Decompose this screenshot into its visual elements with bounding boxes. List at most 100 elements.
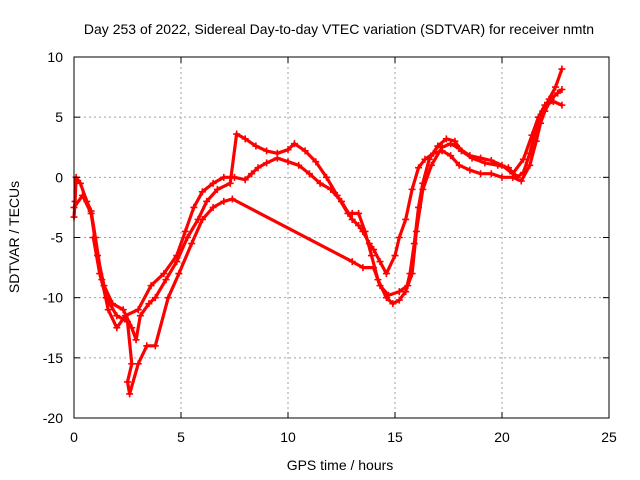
data-point xyxy=(526,161,534,169)
data-point xyxy=(549,98,557,106)
data-point xyxy=(87,209,95,217)
data-point xyxy=(228,195,236,203)
data-point xyxy=(147,282,155,290)
data-point xyxy=(382,270,390,278)
data-point xyxy=(181,227,189,235)
data-point xyxy=(348,209,356,217)
x-tick-label: 15 xyxy=(387,429,403,445)
data-point xyxy=(151,342,159,350)
data-point xyxy=(284,158,292,166)
data-point xyxy=(241,135,249,143)
data-point xyxy=(183,234,191,241)
series-line xyxy=(72,67,564,342)
data-point xyxy=(190,203,198,211)
data-point xyxy=(402,288,410,296)
data-point xyxy=(134,360,142,368)
data-point xyxy=(385,291,393,299)
data-point xyxy=(151,294,159,302)
data-point xyxy=(554,89,562,97)
x-tick-label: 5 xyxy=(177,429,185,445)
data-point xyxy=(254,164,262,172)
data-point xyxy=(513,173,521,181)
data-point xyxy=(359,264,367,272)
data-point xyxy=(136,312,144,320)
data-point xyxy=(119,306,127,314)
data-point xyxy=(213,185,221,193)
x-tick-label: 20 xyxy=(494,429,510,445)
data-point xyxy=(447,140,455,148)
y-tick-label: 5 xyxy=(55,109,63,125)
data-point xyxy=(455,161,463,169)
data-point xyxy=(408,270,416,278)
data-point xyxy=(558,85,566,93)
data-point xyxy=(113,324,121,332)
chart-title: Day 253 of 2022, Sidereal Day-to-day VTE… xyxy=(84,21,594,37)
data-point xyxy=(226,179,234,187)
x-tick-label: 10 xyxy=(280,429,296,445)
data-point xyxy=(391,252,399,260)
y-axis-label: SDTVAR / TECUs xyxy=(6,181,22,293)
data-point xyxy=(427,161,435,169)
data-point xyxy=(323,173,331,181)
data-point xyxy=(376,258,384,266)
data-point xyxy=(487,170,495,178)
data-point xyxy=(389,300,397,308)
data-point xyxy=(477,154,485,162)
data-point xyxy=(209,179,217,187)
axis-ticks: 0 5 10 15 20 25 -20 -15 -10 -5 0 5 10 xyxy=(43,49,617,445)
data-point xyxy=(295,161,303,169)
data-point xyxy=(89,234,97,241)
y-tick-label: -20 xyxy=(43,410,63,426)
data-point xyxy=(252,142,260,150)
x-tick-label: 25 xyxy=(601,429,617,445)
data-point xyxy=(355,221,363,229)
data-point xyxy=(160,270,168,278)
data-point xyxy=(419,185,427,193)
data-point xyxy=(128,360,136,368)
data-point xyxy=(552,83,559,91)
grid xyxy=(74,57,609,418)
data-point xyxy=(528,131,536,139)
data-point xyxy=(395,234,403,241)
data-point xyxy=(404,282,412,290)
data-point xyxy=(558,65,566,73)
data-point xyxy=(143,342,151,350)
data-point xyxy=(263,159,271,167)
data-point xyxy=(162,276,170,284)
data-point xyxy=(519,169,527,177)
data-point xyxy=(451,137,459,145)
data-point xyxy=(188,240,196,248)
data-point xyxy=(348,258,356,266)
data-point xyxy=(175,270,183,278)
data-point xyxy=(198,215,206,223)
data-point xyxy=(534,113,542,121)
data-point xyxy=(395,288,403,296)
data-point xyxy=(408,185,416,193)
data-point xyxy=(104,306,112,314)
data-point xyxy=(96,270,104,278)
data-point xyxy=(134,306,142,314)
data-point xyxy=(132,336,140,344)
data-point xyxy=(241,176,249,184)
data-point xyxy=(466,152,474,160)
y-tick-label: 0 xyxy=(55,169,63,185)
y-tick-label: 10 xyxy=(47,49,63,65)
data-point xyxy=(124,318,131,326)
data-point xyxy=(173,258,181,266)
data-point xyxy=(442,135,450,143)
data-point xyxy=(145,300,153,308)
data-point xyxy=(113,312,121,320)
data-point xyxy=(348,215,356,223)
data-point xyxy=(370,264,378,272)
data-point xyxy=(447,152,455,160)
y-tick-label: -10 xyxy=(43,290,63,306)
data-point xyxy=(273,149,281,157)
data-point xyxy=(79,191,87,199)
y-tick-label: -5 xyxy=(51,230,64,246)
data-point xyxy=(376,282,384,290)
data-point xyxy=(434,142,442,150)
data-point xyxy=(487,156,495,164)
data-point xyxy=(519,155,527,163)
data-point xyxy=(498,161,506,169)
data-point xyxy=(124,378,131,386)
